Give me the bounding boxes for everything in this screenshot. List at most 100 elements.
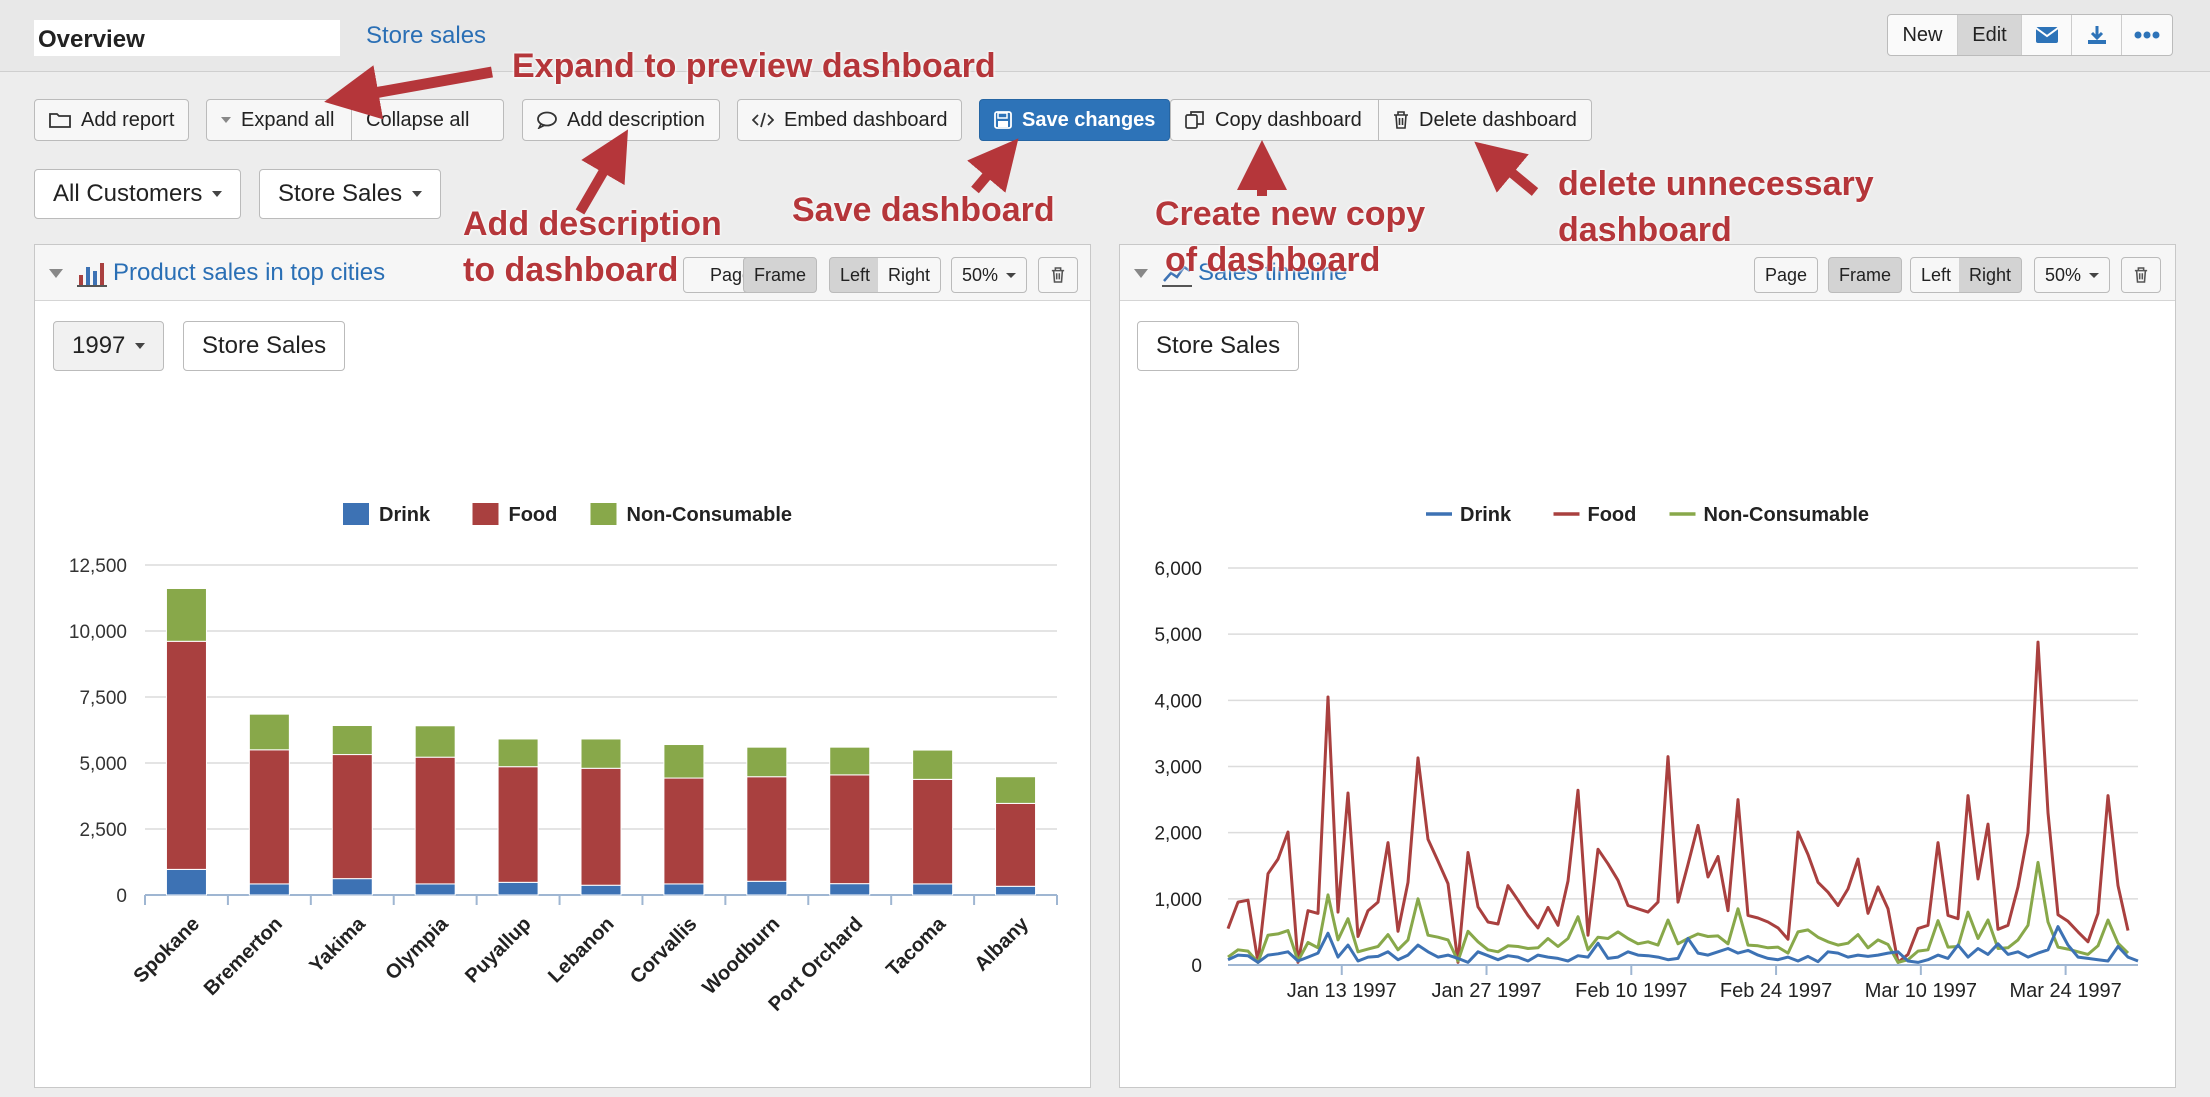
measure-label: Store Sales	[278, 180, 403, 207]
series-line	[1227, 860, 2130, 964]
add-description-button[interactable]: Add description	[522, 99, 720, 141]
zoom-dropdown[interactable]: 50%	[951, 257, 1028, 293]
page-button[interactable]: Page	[1754, 257, 1819, 293]
collapse-toggle-icon[interactable]	[49, 269, 63, 278]
bar-segment	[663, 744, 705, 779]
bar-segment	[663, 883, 705, 896]
x-tick-label: Mar 24 1997	[2009, 980, 2121, 1002]
x-tick-label: Albany	[970, 912, 1033, 975]
delete-report-button[interactable]	[2121, 257, 2161, 293]
right-align-button[interactable]: Right	[1959, 257, 2023, 293]
x-tick-label: Feb 24 1997	[1720, 980, 1832, 1002]
zoom-dropdown[interactable]: 50%	[2034, 257, 2111, 293]
legend-swatch	[472, 503, 499, 525]
left-align-button[interactable]: Left	[829, 257, 882, 293]
arrow-expand	[324, 65, 493, 120]
bar-segment	[580, 884, 622, 896]
right-align-button[interactable]: Right	[878, 257, 942, 293]
delete-report-button[interactable]	[1038, 257, 1078, 293]
line-chart: 0 1,000 2,000 3,000 4,000 5,000 6,000 Drink Food…	[1154, 504, 2139, 1002]
edit-button[interactable]: Edit	[1958, 15, 2022, 55]
tab-store-sales[interactable]: Store sales	[366, 22, 487, 49]
embed-dashboard-button[interactable]: Embed dashboard	[737, 99, 963, 141]
copy-dashboard-button[interactable]: Copy dashboard	[1170, 99, 1379, 141]
x-tick-label: Yakima	[305, 912, 370, 977]
trash-icon	[1394, 111, 1408, 129]
year-dropdown[interactable]: 1997	[53, 321, 165, 371]
x-tick-label: Jan 27 1997	[1431, 980, 1541, 1002]
bar-segment	[165, 587, 207, 642]
email-icon[interactable]	[2022, 15, 2072, 55]
delete-dashboard-button[interactable]: Delete dashboard	[1379, 99, 1592, 141]
frame-button[interactable]: Frame	[743, 257, 818, 293]
bar-segment	[829, 774, 871, 885]
zoom-label: 50%	[962, 264, 999, 285]
legend-swatch	[590, 503, 617, 525]
annotation-expand: Expand to preview dashboard	[512, 47, 996, 85]
bar-segment	[248, 749, 290, 885]
save-icon	[994, 111, 1012, 129]
y-tick-label: 3,000	[1154, 758, 1202, 779]
measure-chip-label: Store Sales	[202, 332, 327, 359]
collapse-all-label: Collapse all	[366, 108, 470, 131]
measure-dropdown[interactable]: Store Sales	[259, 169, 442, 219]
bar-segment	[331, 878, 373, 896]
collapse-toggle-icon[interactable]	[1134, 269, 1148, 278]
panel-header: Product sales in top cities Page Frame L…	[35, 245, 1090, 301]
legend-label: Drink	[1460, 504, 1512, 526]
panel-title[interactable]: Product sales in top cities	[113, 259, 386, 286]
more-icon[interactable]	[2122, 15, 2172, 55]
y-tick-label: 10,000	[69, 622, 127, 643]
bar-segment	[829, 746, 871, 776]
bar-segment	[580, 738, 622, 769]
panel-title[interactable]: Sales timeline	[1198, 259, 1348, 286]
frame-button[interactable]: Frame	[1828, 257, 1903, 293]
expand-all-button[interactable]: Expand all	[206, 99, 352, 141]
y-tick-label: 5,000	[1154, 625, 1202, 646]
bar-chart-icon	[77, 263, 107, 287]
y-tick-label: 0	[116, 886, 127, 907]
y-tick-label: 4,000	[1154, 691, 1202, 712]
x-tick-label: Spokane	[129, 913, 204, 988]
top-tab-bar: Overview Store sales New Edit	[0, 0, 2210, 72]
y-tick-label: 6,000	[1154, 559, 1202, 580]
year-label: 1997	[72, 332, 126, 359]
trash-icon	[1051, 267, 1065, 283]
bar-segment	[497, 766, 539, 883]
top-actions: New Edit	[1887, 14, 2173, 56]
bar-segment	[580, 767, 622, 886]
annotation-delete-line2: dashboard	[1558, 211, 1732, 249]
left-align-button[interactable]: Left	[1910, 257, 1963, 293]
legend-label: Food	[1588, 504, 1637, 526]
new-button[interactable]: New	[1888, 15, 1958, 55]
save-changes-button[interactable]: Save changes	[979, 99, 1171, 141]
y-tick-label: 5,000	[79, 754, 127, 775]
folder-icon	[49, 113, 71, 128]
y-tick-label: 0	[1191, 956, 1202, 977]
measure-chip[interactable]: Store Sales	[183, 321, 346, 371]
tab-overview[interactable]: Overview	[34, 20, 340, 56]
download-icon[interactable]	[2072, 15, 2122, 55]
bar-segment	[663, 777, 705, 885]
copy-dashboard-label: Copy dashboard	[1215, 108, 1362, 131]
chevron-down-icon	[212, 191, 223, 197]
measure-chip[interactable]: Store Sales	[1137, 321, 1300, 371]
measure-chip-label: Store Sales	[1156, 332, 1281, 359]
bar-segment	[912, 778, 954, 885]
copy-icon	[1185, 111, 1204, 129]
x-tick-label: Tacoma	[882, 912, 951, 981]
add-report-button[interactable]: Add report	[34, 99, 190, 141]
series-line	[1227, 925, 2139, 964]
add-description-label: Add description	[567, 108, 705, 131]
add-report-label: Add report	[81, 108, 175, 131]
comment-icon	[537, 111, 557, 129]
bar-segment	[331, 725, 373, 756]
bar-segment	[912, 883, 954, 896]
legend-label: Food	[509, 504, 558, 526]
bar-segment	[497, 738, 539, 768]
collapse-all-button[interactable]: Collapse all	[352, 99, 504, 141]
annotation-copy-line1: Create new copy	[1155, 195, 1426, 233]
bar-segment	[746, 746, 788, 778]
customers-dropdown[interactable]: All Customers	[34, 169, 242, 219]
bar-segment	[165, 868, 207, 896]
